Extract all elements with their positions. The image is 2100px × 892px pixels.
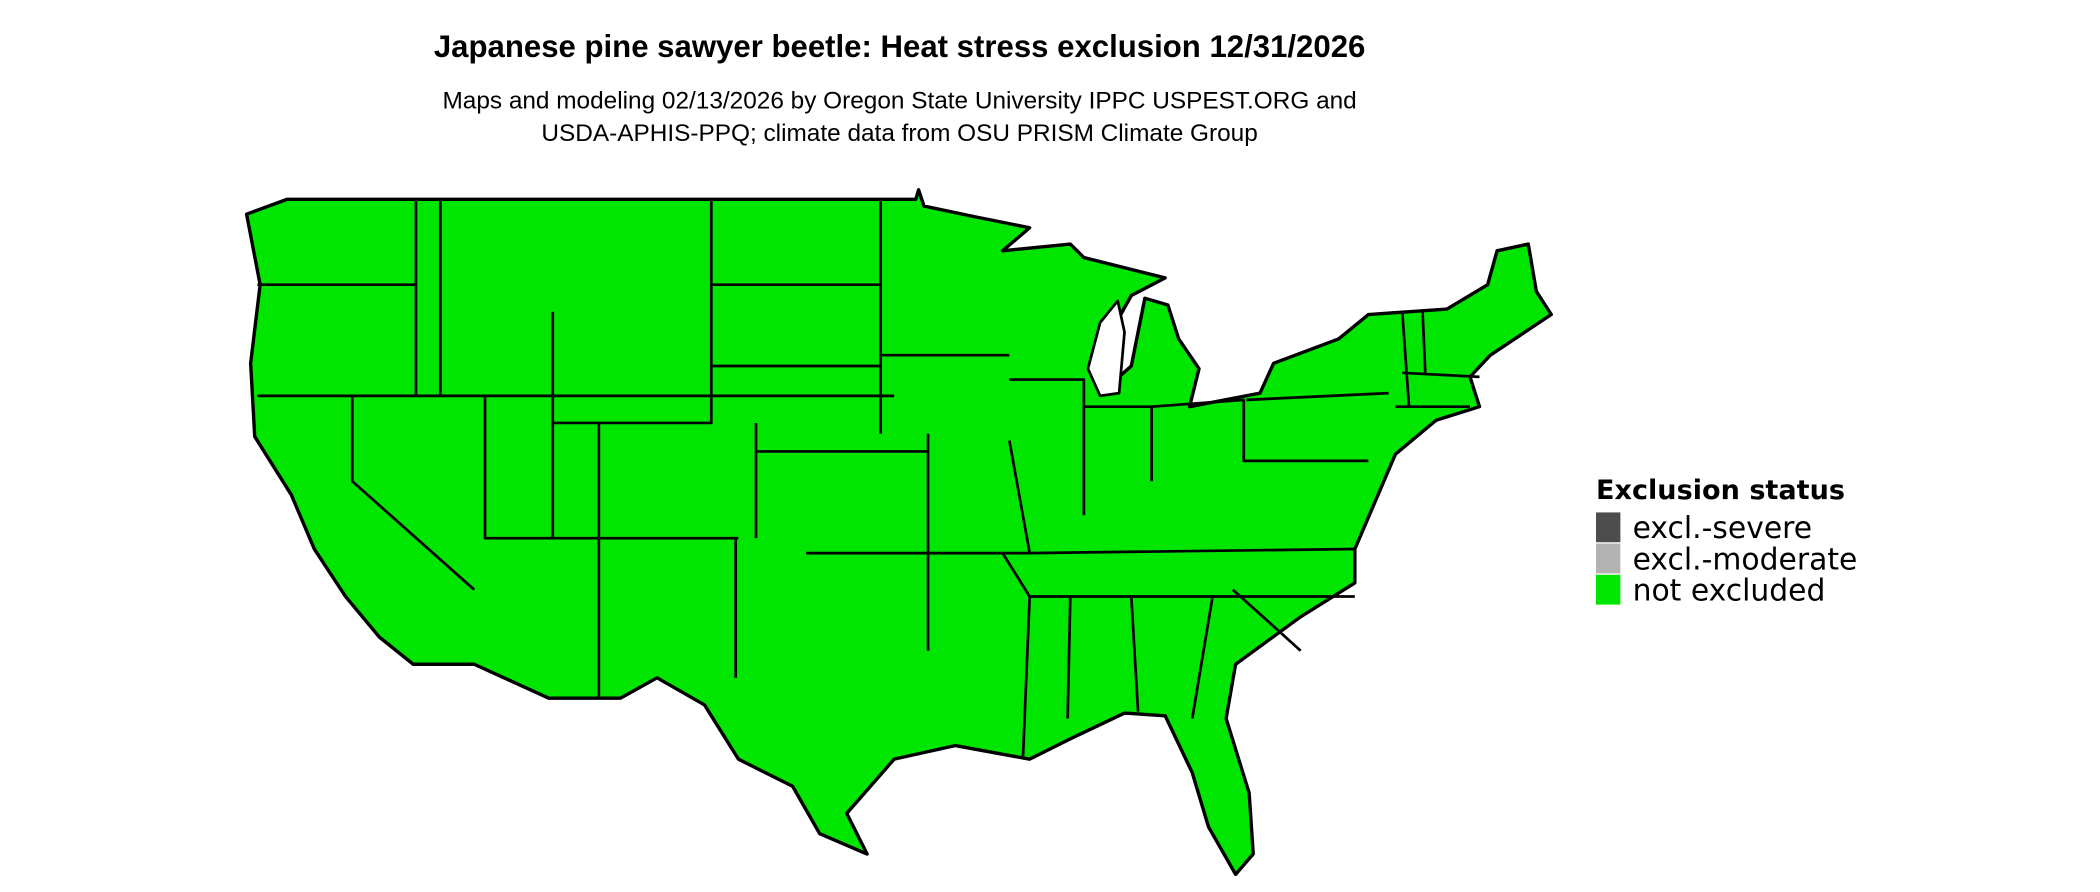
title: Japanese pine sawyer beetle: Heat stress…	[434, 29, 1365, 64]
legend-swatch	[1596, 543, 1621, 574]
lake-michigan	[1086, 299, 1126, 398]
legend-label: excl.-moderate	[1633, 542, 1858, 577]
subtitle: USDA-APHIS-PPQ; climate data from OSU PR…	[541, 120, 1257, 147]
legend-swatch	[1596, 512, 1621, 543]
legend-label: excl.-severe	[1633, 511, 1813, 546]
legend-swatch	[1596, 574, 1621, 605]
legend-label: not excluded	[1633, 574, 1826, 609]
us-outline	[244, 188, 1553, 877]
subtitle: Maps and modeling 02/13/2026 by Oregon S…	[442, 87, 1356, 114]
us-map	[244, 188, 1553, 877]
state-borders	[257, 199, 1480, 760]
legend-title: Exclusion status	[1596, 475, 1845, 506]
